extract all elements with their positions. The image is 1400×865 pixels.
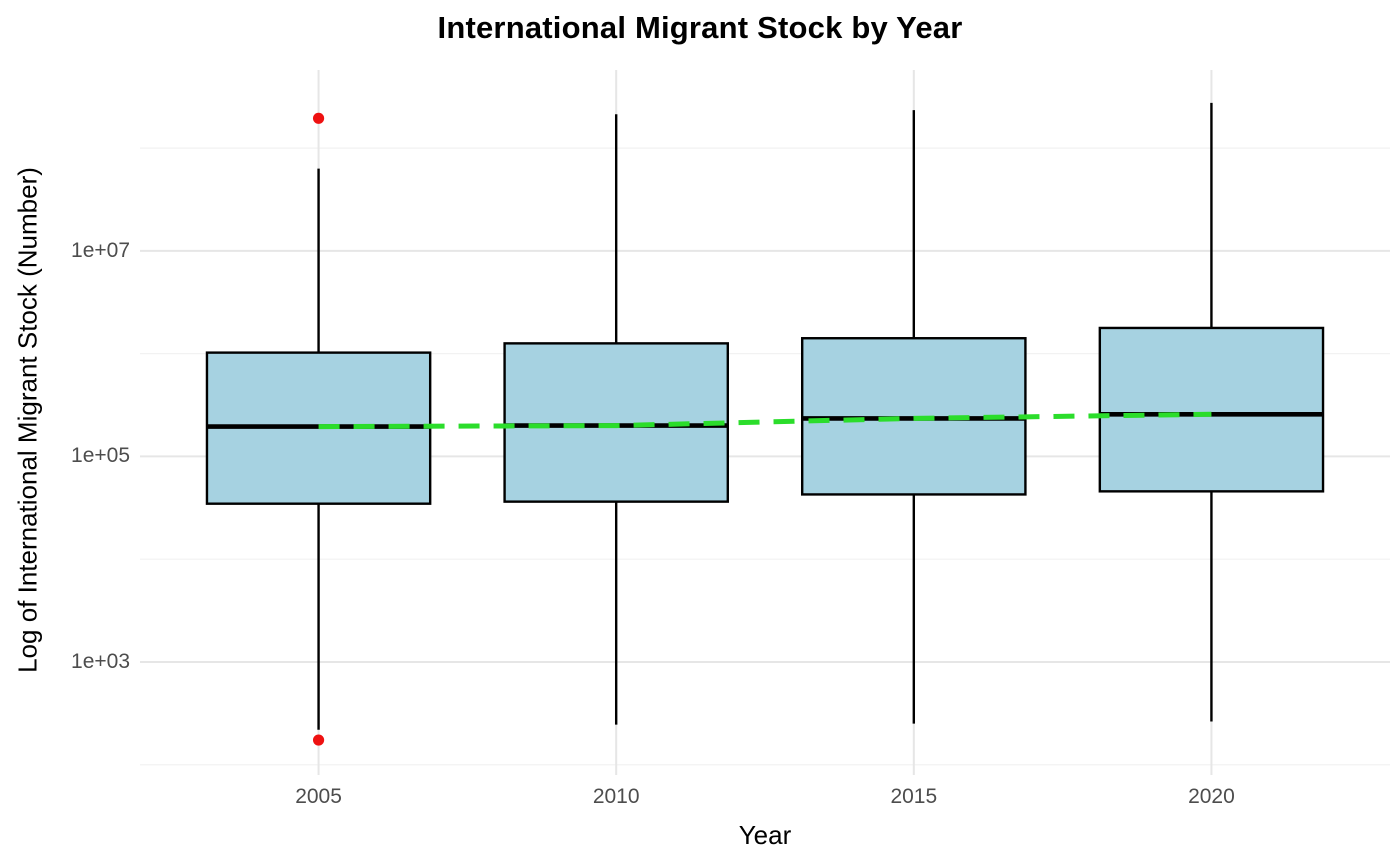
x-axis-title: Year (738, 820, 792, 850)
outlier-point (312, 112, 325, 124)
x-tick-label: 2015 (890, 785, 938, 808)
trend-line (318, 411, 1212, 430)
box-2020 (1098, 326, 1325, 493)
outlier-point (312, 734, 325, 746)
x-tick-label: 2005 (295, 785, 342, 808)
y-tick-label: 1e+05 (71, 444, 130, 468)
y-tick-label: 1e+03 (71, 649, 130, 673)
chart-title: International Migrant Stock by Year (437, 10, 963, 45)
y-tick-label: 1e+07 (71, 238, 130, 262)
x-tick-label: 2010 (592, 785, 640, 808)
box-2010 (503, 342, 729, 503)
x-tick-label: 2020 (1188, 785, 1235, 808)
